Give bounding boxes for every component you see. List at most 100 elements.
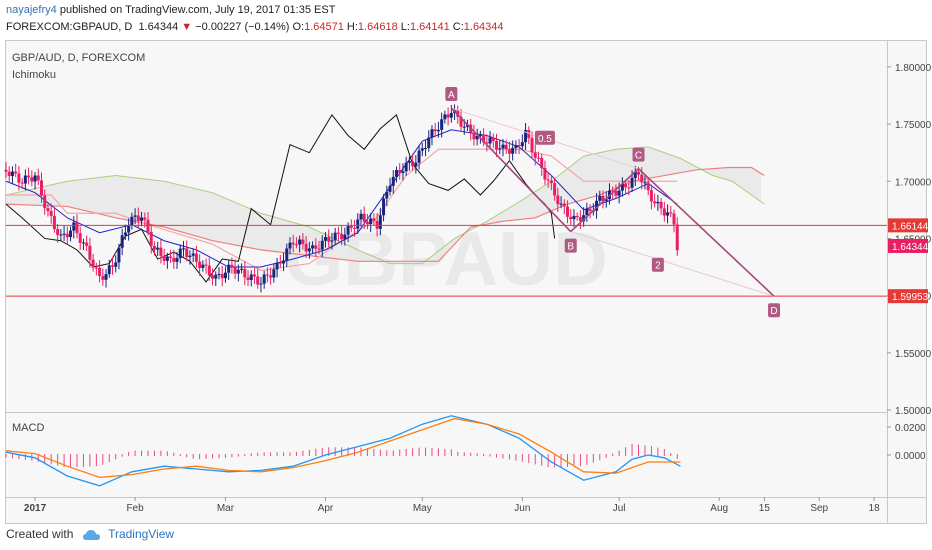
candle-body	[401, 171, 405, 173]
candle-body	[320, 240, 324, 250]
candle-body	[588, 208, 592, 211]
candle-body	[110, 265, 114, 267]
candle-body	[236, 269, 240, 274]
candle-body	[391, 176, 395, 186]
candle-body	[640, 174, 644, 183]
candle-body	[533, 152, 537, 158]
footer: Created with TradingView	[6, 527, 174, 541]
candle-body	[33, 175, 37, 182]
candle-body	[323, 237, 327, 241]
price-level-tag	[888, 218, 928, 233]
publish-info: nayajefry4 published on TradingView.com,…	[6, 4, 335, 16]
pattern-extra-label: 0.5	[538, 134, 552, 145]
candle-body	[191, 253, 195, 256]
candle-body	[152, 245, 156, 250]
candle-body	[598, 195, 602, 201]
candle-body	[188, 255, 192, 258]
candle-body	[207, 265, 211, 276]
pattern-point-label-bg	[564, 238, 577, 253]
chart-frame[interactable]	[5, 40, 927, 524]
pattern-extra-label: 2	[655, 261, 661, 272]
candle-body	[272, 269, 276, 278]
candle-body	[398, 170, 402, 173]
candle-body	[123, 232, 127, 236]
candle-body	[162, 255, 166, 261]
candle-body	[504, 144, 508, 150]
signal-line	[5, 417, 681, 479]
pattern-point-label: C	[635, 151, 642, 162]
candle-body	[385, 191, 389, 199]
time-axis-label: Apr	[318, 503, 334, 514]
candle-body	[562, 203, 566, 207]
candle-body	[536, 157, 540, 159]
candle-body	[7, 171, 11, 177]
candle-body	[517, 145, 521, 147]
candle-body	[524, 129, 528, 143]
candle-body	[198, 261, 202, 268]
candle-body	[56, 229, 60, 235]
time-axis-label: May	[413, 503, 432, 514]
candle-body	[23, 175, 27, 184]
candle-body	[646, 182, 650, 191]
pattern-leg-ab[interactable]	[450, 107, 572, 233]
open-value: 1.64571	[304, 21, 344, 33]
candle-body	[59, 234, 63, 236]
price-axis-label: 1.55000	[895, 349, 932, 360]
price-axis-border	[887, 41, 888, 523]
candle-body	[578, 217, 582, 222]
candle-body	[259, 283, 263, 285]
candle-body	[637, 171, 641, 175]
candle-body	[566, 206, 570, 217]
candle-body	[65, 233, 69, 238]
price-axis-label: 1.50000	[895, 406, 932, 417]
candle-body	[365, 221, 369, 224]
candle-body	[39, 180, 43, 196]
candle-body	[488, 137, 492, 144]
candle-body	[511, 147, 515, 154]
candle-body	[201, 264, 205, 268]
candle-body	[411, 161, 415, 167]
candle-body	[185, 248, 189, 258]
candle-body	[459, 116, 463, 127]
candle-body	[378, 215, 382, 229]
pattern-line-bd[interactable]	[570, 231, 775, 297]
candle-body	[227, 264, 231, 273]
candle-body	[359, 213, 363, 220]
candle-body	[614, 190, 618, 196]
candle-body	[362, 213, 366, 222]
candle-body	[485, 142, 489, 144]
tradingview-brand[interactable]: TradingView	[108, 527, 175, 541]
candle-body	[585, 208, 589, 216]
candle-body	[675, 224, 679, 251]
low-label: L:	[400, 21, 410, 33]
symbol-info-bar: FOREXCOM:GBPAUD, D 1.64344 ▼ −0.00227 (−…	[6, 21, 504, 33]
candle-body	[643, 182, 647, 184]
candle-body	[553, 183, 557, 196]
candle-body	[446, 114, 450, 118]
price-axis-label: 1.80000	[895, 63, 932, 74]
candle-body	[311, 245, 315, 249]
author-name[interactable]: nayajefry4	[6, 4, 57, 16]
pattern-leg-cd[interactable]	[637, 168, 775, 297]
low-value: 1.64141	[409, 21, 450, 33]
pane-separator[interactable]	[6, 412, 887, 413]
symbol-name: FOREXCOM:GBPAUD, D	[6, 21, 133, 33]
candle-body	[30, 177, 34, 182]
candle-body	[388, 185, 392, 192]
time-axis-label: Sep	[810, 503, 828, 514]
candle-body	[630, 178, 634, 188]
pattern-leg-bc[interactable]	[570, 168, 640, 233]
candle-body	[52, 215, 56, 230]
candle-body	[601, 195, 605, 201]
candle-body	[530, 138, 534, 153]
candle-body	[394, 170, 398, 177]
candle-body	[178, 248, 182, 259]
candle-body	[662, 208, 666, 216]
pattern-point-label: A	[448, 90, 455, 101]
candle-body	[417, 150, 421, 163]
candle-body	[327, 237, 331, 242]
price-axis-label: 1.75000	[895, 120, 932, 131]
pattern-point-label-bg	[632, 147, 645, 162]
candle-body	[140, 217, 144, 221]
